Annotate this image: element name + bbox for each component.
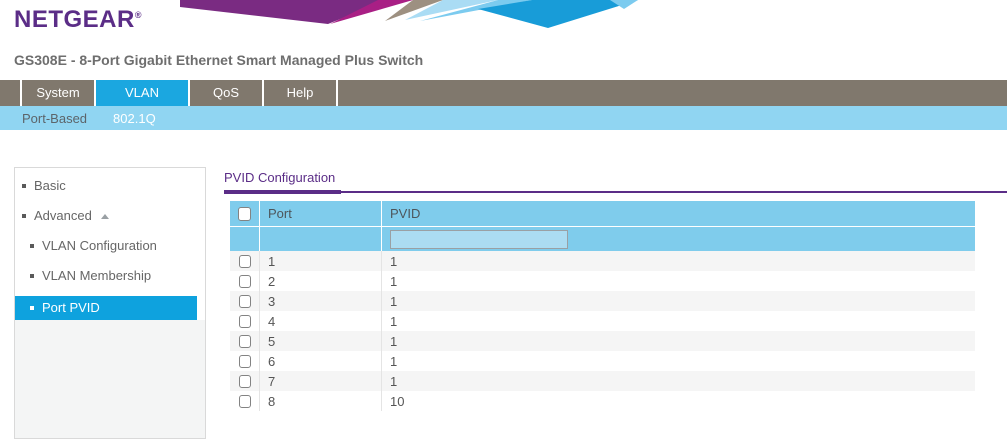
pvid-edit-row <box>230 227 975 251</box>
pvid-cell: 1 <box>390 313 398 329</box>
pvid-cell: 10 <box>390 393 405 409</box>
port-cell: 1 <box>260 251 382 271</box>
logo-text: NETGEAR <box>14 6 135 33</box>
port-cell: 5 <box>260 331 382 351</box>
row-checkbox-cell <box>230 271 260 291</box>
row-checkbox[interactable] <box>238 334 251 348</box>
table-row: 7 1 <box>230 371 975 391</box>
port-cell: 6 <box>260 351 382 371</box>
bullet-icon <box>30 244 34 248</box>
edit-row-pvid-cell <box>382 227 975 251</box>
row-checkbox[interactable] <box>238 314 251 328</box>
pvid-cell: 1 <box>390 373 398 389</box>
pvid-cell: 1 <box>390 293 398 309</box>
table-row: 8 10 <box>230 391 975 411</box>
port-cell: 4 <box>260 311 382 331</box>
main-content: PVID Configuration Port PVID 1 1 <box>224 169 1007 411</box>
sidebar-item-label: Basic <box>34 178 66 193</box>
row-checkbox-cell <box>230 351 260 371</box>
row-checkbox-cell <box>230 251 260 271</box>
page-title: GS308E - 8-Port Gigabit Ethernet Smart M… <box>14 52 424 68</box>
header-checkbox-cell <box>230 201 260 226</box>
select-all-checkbox[interactable] <box>238 206 251 221</box>
table-row: 5 1 <box>230 331 975 351</box>
bullet-icon <box>30 306 34 310</box>
sidebar-item-label: Port PVID <box>42 300 100 315</box>
row-checkbox[interactable] <box>238 254 251 268</box>
sidebar-item-vlan-membership[interactable]: VLAN Membership <box>15 266 197 286</box>
pvid-cell: 1 <box>390 253 398 269</box>
sidebar-item-vlan-configuration[interactable]: VLAN Configuration <box>15 236 197 256</box>
section-title-rule: PVID Configuration <box>224 169 1007 194</box>
bullet-icon <box>22 214 26 218</box>
header-banner-graphic <box>180 0 638 28</box>
port-cell: 7 <box>260 371 382 391</box>
nav-tab[interactable]: Help <box>264 80 338 106</box>
nav-tab[interactable]: VLAN <box>96 80 190 106</box>
row-checkbox-cell <box>230 311 260 331</box>
section-title: PVID Configuration <box>224 170 342 194</box>
nav-tab[interactable]: QoS <box>190 80 264 106</box>
edit-row-empty-cell <box>230 227 260 251</box>
vlan-subnav: Port-Based 802.1Q <box>0 106 1007 130</box>
pvid-cell: 1 <box>390 353 398 369</box>
bullet-icon <box>30 274 34 278</box>
subnav-item[interactable]: Port-Based <box>22 110 88 126</box>
edit-row-empty-cell <box>260 227 382 251</box>
pvid-cell: 1 <box>390 333 398 349</box>
sidebar: Basic Advanced VLAN Configuration VLAN M… <box>14 167 206 439</box>
table-row: 4 1 <box>230 311 975 331</box>
netgear-logo: NETGEAR® <box>14 6 142 34</box>
row-checkbox[interactable] <box>238 374 251 388</box>
row-checkbox[interactable] <box>238 394 251 408</box>
table-row: 2 1 <box>230 271 975 291</box>
subnav-item[interactable]: 802.1Q <box>113 110 156 126</box>
column-header-pvid: PVID <box>390 206 421 221</box>
table-header-row: Port PVID <box>230 201 975 226</box>
chevron-up-icon <box>100 213 109 219</box>
sidebar-menu: Basic Advanced VLAN Configuration VLAN M… <box>15 168 205 320</box>
row-checkbox-cell <box>230 291 260 311</box>
sidebar-item-port-pvid[interactable]: Port PVID <box>15 296 197 320</box>
nav-spacer <box>0 80 22 106</box>
pvid-table: Port PVID 1 1 2 1 3 1 <box>230 201 975 411</box>
row-checkbox-cell <box>230 371 260 391</box>
row-checkbox-cell <box>230 331 260 351</box>
nav-filler <box>338 80 1007 106</box>
port-cell: 2 <box>260 271 382 291</box>
sidebar-item-label: VLAN Configuration <box>42 238 157 253</box>
table-row: 1 1 <box>230 251 975 271</box>
main-nav: System VLAN QoS Help <box>0 80 1007 106</box>
sidebar-item-label: Advanced <box>34 208 92 223</box>
registered-mark: ® <box>134 10 142 20</box>
row-checkbox[interactable] <box>238 294 251 308</box>
bullet-icon <box>22 184 26 188</box>
table-row: 3 1 <box>230 291 975 311</box>
port-cell: 8 <box>260 391 382 411</box>
row-checkbox[interactable] <box>238 354 251 368</box>
sidebar-item-label: VLAN Membership <box>42 268 152 283</box>
pvid-cell: 1 <box>390 273 398 289</box>
sidebar-item-basic[interactable]: Basic <box>15 176 197 196</box>
pvid-input[interactable] <box>390 229 568 249</box>
row-checkbox-cell <box>230 391 260 411</box>
table-row: 6 1 <box>230 351 975 371</box>
column-header-port: Port <box>260 201 382 226</box>
sidebar-item-advanced[interactable]: Advanced <box>15 206 197 226</box>
nav-tab[interactable]: System <box>22 80 96 106</box>
port-cell: 3 <box>260 291 382 311</box>
row-checkbox[interactable] <box>238 274 251 288</box>
